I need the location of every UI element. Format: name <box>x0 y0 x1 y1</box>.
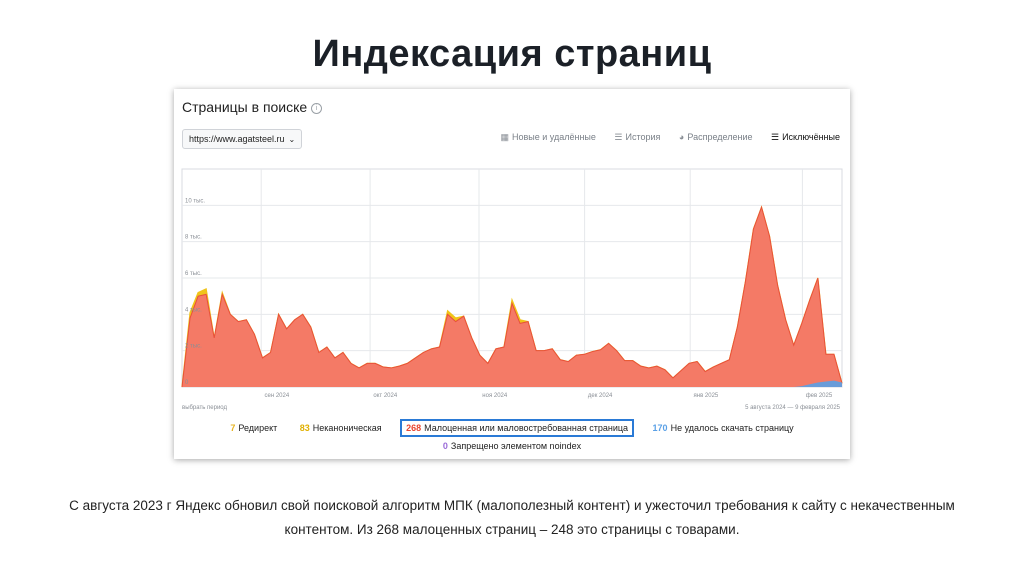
tab-new-and-deleted[interactable]: ▦ Новые и удалённые <box>500 132 596 142</box>
pages-in-search-panel: Страницы в поиске i https://www.agatsteel… <box>174 89 850 459</box>
x-tick-label: ноя 2024 <box>482 393 508 399</box>
y-tick-label: 8 тыс. <box>185 235 202 241</box>
legend-item-non-canonical[interactable]: 83 Неканоническая <box>299 423 382 433</box>
view-tabs: ▦ Новые и удалённые ☰ История ◕ Распределен… <box>484 132 840 143</box>
slide-title: Индексация страниц <box>312 33 712 75</box>
legend-row-1: 7 Редирект 83 Неканоническая 268 Малоценная… <box>174 419 850 437</box>
y-tick-label: 0 <box>185 380 189 386</box>
legend-row-2: 0 Запрещено элементом noindex <box>174 438 850 454</box>
series-line-low-value <box>181 205 843 388</box>
x-tick-label: фев 2025 <box>806 393 833 399</box>
list-icon: ☰ <box>771 132 780 142</box>
chart-x-ticks: сен 2024 окт 2024 ноя 2024 дек 2024 янв 2025… <box>265 393 833 399</box>
panel-title: Страницы в поиске i <box>182 99 323 115</box>
select-period-link[interactable]: выбрать период <box>182 405 227 411</box>
site-select[interactable]: https://www.agatsteel.ru ⌄ <box>182 129 303 149</box>
x-tick-label: дек 2024 <box>588 393 613 399</box>
x-tick-label: окт 2024 <box>373 393 397 399</box>
x-tick-label: сен 2024 <box>265 393 290 399</box>
list-icon: ☰ <box>614 132 623 142</box>
slide-caption: С августа 2023 г Яндекс обновил свой пои… <box>20 494 1004 542</box>
x-tick-label: янв 2025 <box>694 393 719 399</box>
date-range: 5 августа 2024 — 9 февраля 2025 <box>745 405 840 411</box>
site-select-value: https://www.agatsteel.ru <box>189 134 285 144</box>
chevron-down-icon: ⌄ <box>288 135 296 144</box>
tab-history[interactable]: ☰ История <box>614 132 661 142</box>
info-icon[interactable]: i <box>311 103 323 114</box>
y-tick-label: 4 тыс. <box>185 307 202 313</box>
chart-areas <box>181 205 843 388</box>
y-tick-label: 10 тыс. <box>185 198 205 204</box>
legend-item-redirect[interactable]: 7 Редирект <box>230 423 278 433</box>
legend-item-download-failed[interactable]: 170 Не удалось скачать страницу <box>652 423 794 433</box>
tab-distribution[interactable]: ◕ Распределение <box>678 132 753 142</box>
y-tick-label: 2 тыс. <box>185 344 202 350</box>
excluded-pages-chart: 0 2 тыс. 4 тыс. 6 тыс. 8 тыс. 10 тыс. сен 202… <box>181 168 843 399</box>
y-tick-label: 6 тыс. <box>185 271 202 277</box>
caption-line-1: С августа 2023 г Яндекс обновил свой пои… <box>69 498 955 513</box>
chart-y-ticks: 0 2 тыс. 4 тыс. 6 тыс. 8 тыс. 10 тыс. <box>185 198 205 386</box>
panel-title-text: Страницы в поиске <box>182 99 308 115</box>
legend-item-low-value[interactable]: 268 Малоценная или маловостребованная стр… <box>400 419 635 437</box>
caption-line-2: контентом. Из 268 малоценных страниц – 2… <box>284 522 740 537</box>
legend-item-noindex[interactable]: 0 Запрещено элементом noindex <box>442 441 582 451</box>
tab-excluded[interactable]: ☰ Исключённые <box>771 132 840 142</box>
table-icon: ▦ <box>500 132 509 142</box>
pie-icon: ◕ <box>678 132 685 142</box>
series-area-low-value <box>182 207 842 387</box>
